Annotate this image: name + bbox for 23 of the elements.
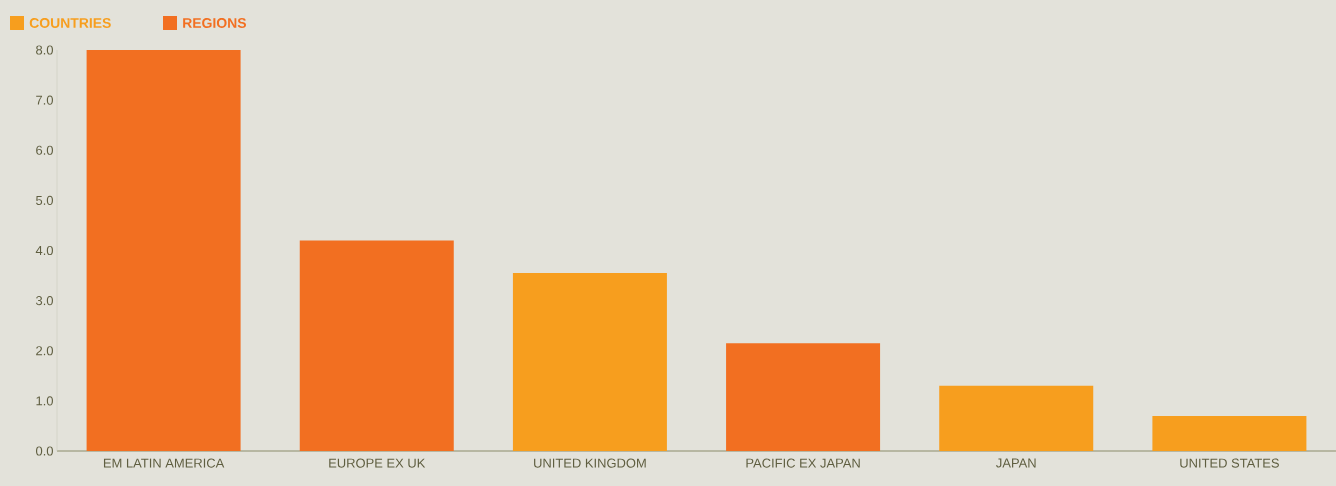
bar xyxy=(726,343,881,451)
x-tick-label: UNITED KINGDOM xyxy=(534,458,646,468)
y-tick-label: 0.0 xyxy=(35,446,53,456)
bar xyxy=(939,385,1094,451)
x-tick-label: UNITED STATES xyxy=(1180,458,1279,468)
bar xyxy=(86,49,241,451)
y-tick-label: 6.0 xyxy=(36,145,53,155)
y-tick-label: 7.0 xyxy=(36,95,53,105)
legend-label: COUNTRIES xyxy=(29,18,111,28)
x-tick-label: PACIFIC EX JAPAN xyxy=(746,458,860,468)
bar xyxy=(512,273,667,451)
x-tick-label: EUROPE EX UK xyxy=(329,458,426,468)
y-tick-label: 3.0 xyxy=(35,296,53,306)
y-tick-label: 5.0 xyxy=(36,195,53,205)
y-tick-label: 1.0 xyxy=(36,396,53,406)
x-tick-label: JAPAN xyxy=(996,458,1036,468)
bar xyxy=(1152,415,1307,451)
y-tick-label: 4.0 xyxy=(35,245,53,256)
x-tick-label: EM LATIN AMERICA xyxy=(103,458,225,468)
y-tick-label: 2.0 xyxy=(36,346,53,356)
legend-label: REGIONS xyxy=(183,18,246,28)
bar xyxy=(299,240,454,451)
y-tick-label: 8.0 xyxy=(36,45,53,55)
